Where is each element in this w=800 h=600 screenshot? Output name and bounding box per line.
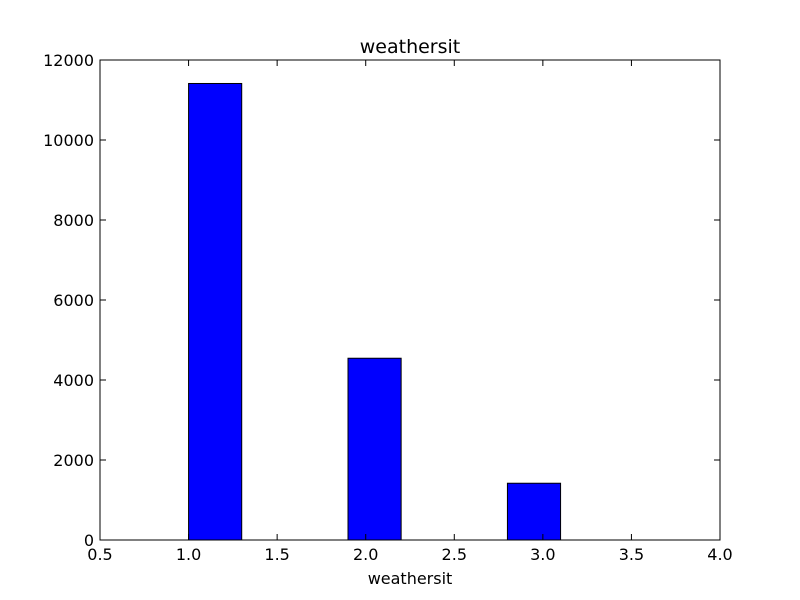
bar-1	[188, 82, 243, 541]
x-tick-label: 3.5	[619, 545, 644, 564]
bar-3	[506, 482, 562, 541]
y-tick-label: 10000	[43, 131, 94, 150]
x-axis-label: weathersit	[368, 569, 453, 588]
y-tick-label: 6000	[53, 291, 94, 310]
bar-2	[347, 357, 402, 541]
x-tick-label: 0.5	[87, 545, 112, 564]
x-tick-label: 2.0	[353, 545, 378, 564]
y-tick-label: 0	[84, 531, 94, 550]
y-tick-label: 4000	[53, 371, 94, 390]
chart-title: weathersit	[360, 36, 461, 58]
y-tick-label: 12000	[43, 51, 94, 70]
x-tick-label: 2.5	[442, 545, 467, 564]
y-tick-label: 8000	[53, 211, 94, 230]
y-tick-label: 2000	[53, 451, 94, 470]
ticks-layer: 0.5 1.0 1.5 2.0 2.5 3.0 3.5 4.0 0 2000 4000 6000 800…	[43, 51, 733, 564]
x-tick-label: 3.0	[530, 545, 555, 564]
x-tick-label: 1.0	[176, 545, 201, 564]
x-tick-label: 4.0	[707, 545, 732, 564]
bars-layer	[188, 82, 562, 541]
x-tick-label: 1.5	[264, 545, 289, 564]
